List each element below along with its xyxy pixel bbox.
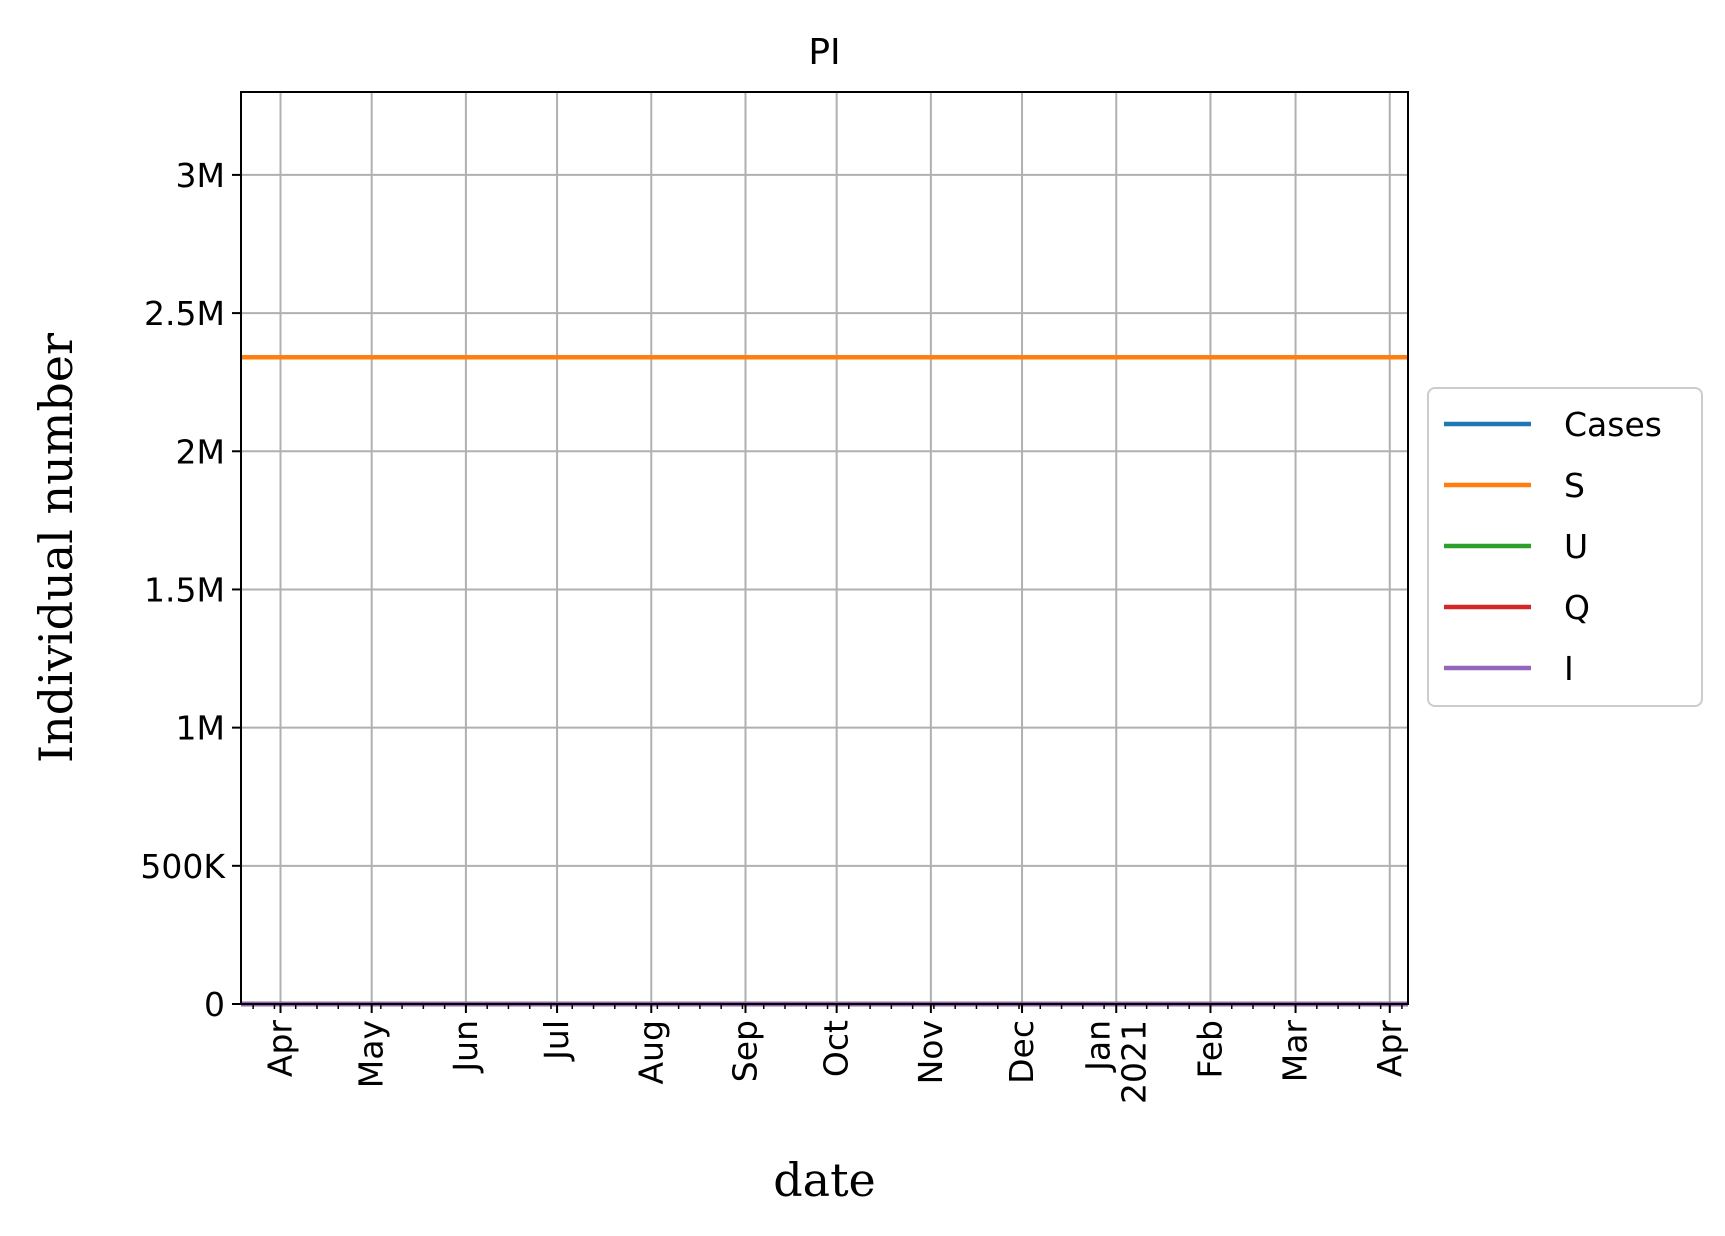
x-tick-label: Jan [1078,1020,1117,1073]
chart-title: PI [808,32,840,73]
y-tick-label: 0 [204,985,225,1024]
legend-label: U [1564,527,1588,566]
y-axis-label: Individual number [29,333,83,763]
y-tick-label: 500K [140,847,226,886]
x-tick-label: Dec [1002,1020,1041,1084]
x-tick-label: Nov [911,1020,950,1084]
y-tick-label: 3M [176,156,225,195]
x-tick-label: May [352,1020,391,1088]
legend-label: S [1564,466,1585,505]
x-tick-label: Sep [725,1020,764,1082]
y-tick-label: 1M [176,709,225,748]
x-tick-label: Mar [1276,1020,1315,1083]
legend-box [1427,387,1703,707]
legend-label: Cases [1564,405,1662,444]
x-tick-label: Aug [631,1020,670,1084]
grid [241,92,1408,1005]
x-tick-label: Jun [446,1020,485,1074]
legend-label: Q [1564,588,1590,627]
legend-label: I [1564,649,1574,688]
x-tick-label: 2021 [1114,1020,1153,1104]
plot-frame [240,91,1409,1005]
x-tick-label: Jul [537,1020,576,1062]
axes: 0 500K 1M 1.5M 2M 2.5M 3M Apr May Jun Jul Aug Sep Oct… [140,156,1408,1104]
y-tick-label: 2.5M [144,294,225,333]
y-tick-label: 2M [176,432,225,471]
x-tick-label: Apr [1370,1020,1409,1078]
y-tick-label: 1.5M [144,570,225,609]
x-tick-label: Apr [261,1020,300,1078]
x-tick-label: Feb [1190,1020,1229,1078]
x-axis-label: date [773,1153,876,1207]
x-tick-label: Oct [817,1020,856,1077]
